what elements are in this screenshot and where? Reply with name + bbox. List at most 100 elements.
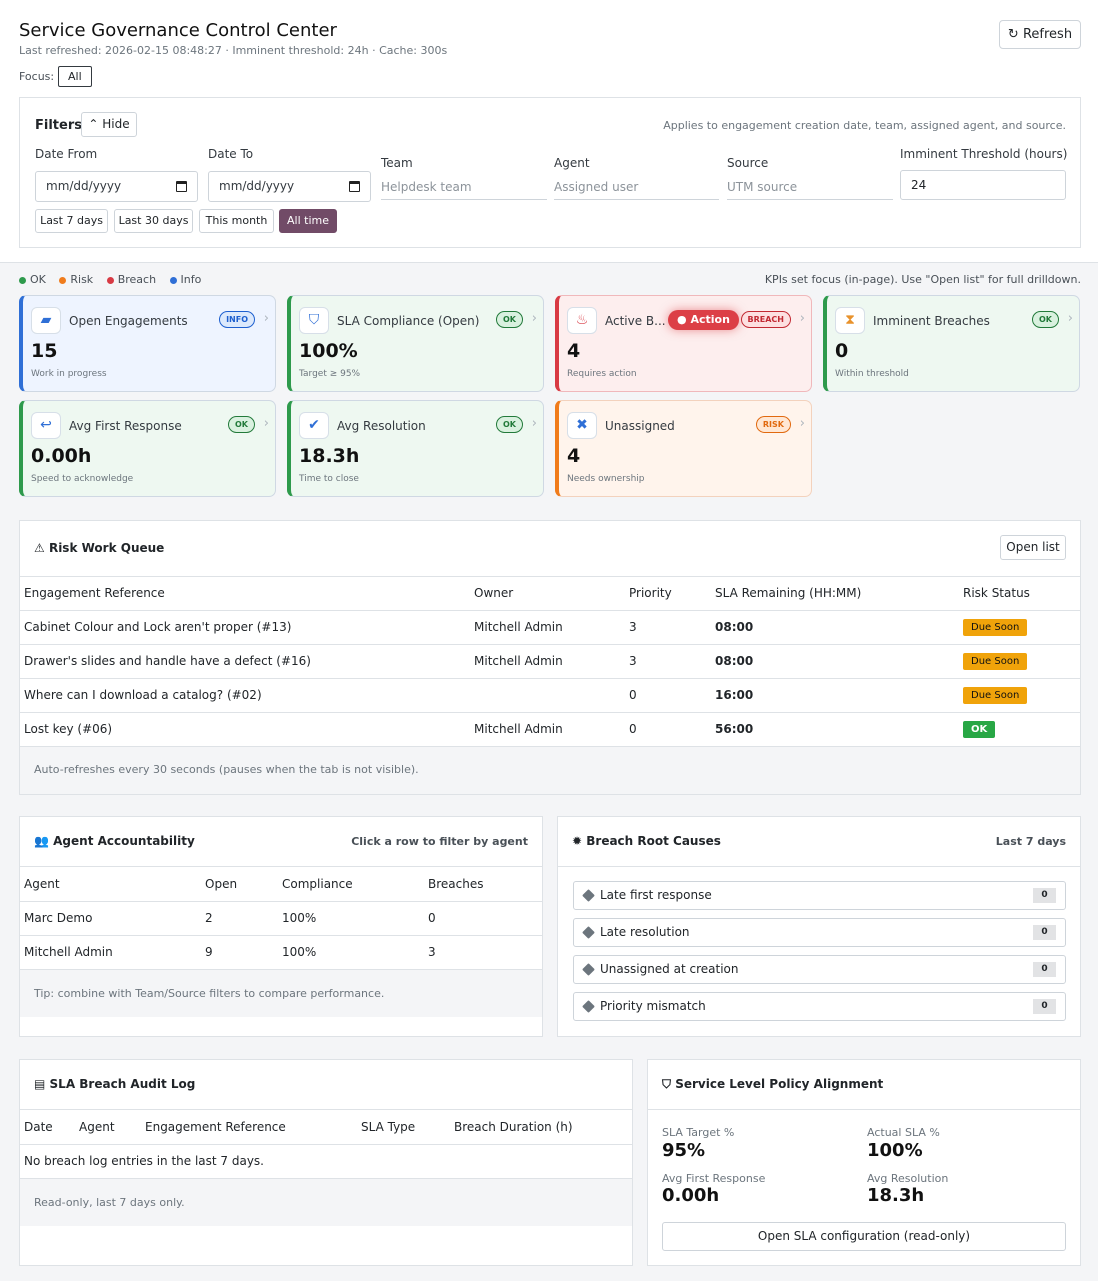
legend-risk: Risk	[70, 273, 94, 286]
chevron-right-icon: ›	[799, 416, 805, 431]
team-input[interactable]: Helpdesk team	[381, 176, 547, 200]
quick-last-7-days[interactable]: Last 7 days	[35, 209, 108, 233]
col-header[interactable]: Date	[20, 1110, 75, 1145]
table-row[interactable]: Lost key (#06) Mitchell Admin 0 56:00 OK	[20, 712, 1080, 747]
focus-all-button[interactable]: All	[58, 66, 92, 87]
panel-header: ▤ SLA Breach Audit Log	[20, 1060, 632, 1110]
info-dot-icon	[169, 276, 177, 284]
table-row[interactable]: Where can I download a catalog? (#02) 0 16…	[20, 678, 1080, 713]
kpi-imminent-breaches[interactable]: ⧗ Imminent Breaches OK › 0 Within thresh…	[823, 295, 1080, 392]
date-to-input[interactable]: mm/dd/yyyy	[208, 171, 371, 202]
sla-remaining: 08:00	[711, 610, 959, 645]
priority: 3	[625, 610, 711, 645]
kpi-avg-first-response[interactable]: ↩ Avg First Response OK › 0.00h Speed to…	[19, 400, 276, 497]
col-header[interactable]: Agent	[20, 867, 201, 902]
folder-open-icon: ▰	[31, 307, 61, 334]
kpi-active-breaches[interactable]: ♨ Active B... ● Action BREACH › 4 Requir…	[555, 295, 812, 392]
action-label: Action	[690, 313, 730, 326]
owner: Mitchell Admin	[470, 610, 625, 645]
audit-table: Date Agent Engagement Reference SLA Type…	[20, 1110, 632, 1179]
quick-this-month[interactable]: This month	[199, 209, 274, 233]
col-header[interactable]: Breaches	[424, 867, 542, 902]
cause-unassigned-at-creation[interactable]: Unassigned at creation 0	[573, 955, 1066, 984]
hourglass-icon: ⧗	[835, 307, 865, 334]
agent-open: 9	[201, 935, 278, 970]
col-header[interactable]: Engagement Reference	[141, 1110, 357, 1145]
quick-last-30-days[interactable]: Last 30 days	[114, 209, 193, 233]
table-row[interactable]: Marc Demo 2 100% 0	[20, 901, 542, 936]
risk-dot-icon	[59, 276, 67, 284]
kpi-sla-compliance[interactable]: ⛉ SLA Compliance (Open) OK › 100% Target…	[287, 295, 544, 392]
col-header[interactable]: Owner	[470, 576, 625, 611]
threshold-input[interactable]: 24	[900, 170, 1066, 200]
panel-title: ▤ SLA Breach Audit Log	[34, 1077, 195, 1091]
agent-accountability-panel: 👥 Agent Accountability Click a row to fi…	[19, 816, 543, 1037]
cause-priority-mismatch[interactable]: Priority mismatch 0	[573, 992, 1066, 1021]
agents-title: Agent Accountability	[53, 834, 195, 848]
kpi-unassigned[interactable]: ✖ Unassigned RISK › 4 Needs ownership	[555, 400, 812, 497]
actual-sla-value: 100%	[867, 1140, 923, 1161]
tag-icon	[582, 963, 595, 976]
agent-input[interactable]: Assigned user	[554, 176, 719, 200]
source-input[interactable]: UTM source	[727, 176, 893, 200]
table-row[interactable]: Drawer's slides and handle have a defect…	[20, 644, 1080, 679]
shield-icon: ⛉	[662, 1077, 672, 1091]
tag-icon	[582, 926, 595, 939]
policy-alignment-panel: ⛉ Service Level Policy Alignment SLA Tar…	[647, 1059, 1081, 1266]
cause-late-resolution[interactable]: Late resolution 0	[573, 918, 1066, 947]
kpi-avg-resolution[interactable]: ✔ Avg Resolution OK › 18.3h Time to clos…	[287, 400, 544, 497]
panel-title: 👥 Agent Accountability	[34, 834, 195, 848]
col-header[interactable]: Compliance	[278, 867, 424, 902]
kpi-subtitle: Work in progress	[31, 369, 107, 379]
status-legend: OK Risk Breach Info	[19, 273, 211, 286]
kpi-subtitle: Requires action	[567, 369, 637, 379]
col-header[interactable]: Agent	[75, 1110, 141, 1145]
source-label: Source	[727, 156, 769, 170]
kpi-subtitle: Target ≥ 95%	[299, 369, 361, 379]
reply-icon: ↩	[31, 412, 61, 439]
col-header[interactable]: Open	[201, 867, 278, 902]
kpi-subtitle: Needs ownership	[567, 474, 645, 484]
ar-label: Avg Resolution	[867, 1172, 949, 1185]
col-header[interactable]: Risk Status	[959, 576, 1080, 611]
agent-name: Mitchell Admin	[20, 935, 201, 970]
panel-title: ✹ Breach Root Causes	[572, 834, 721, 848]
agent-open: 2	[201, 901, 278, 936]
status-badge: OK	[963, 720, 996, 738]
action-badge[interactable]: ● Action	[668, 310, 739, 330]
col-header[interactable]: SLA Type	[357, 1110, 450, 1145]
quick-all-time[interactable]: All time	[279, 209, 337, 233]
kpi-open-engagements[interactable]: ▰ Open Engagements INFO › 15 Work in pro…	[19, 295, 276, 392]
owner: Mitchell Admin	[470, 644, 625, 679]
kpi-subtitle: Within threshold	[835, 369, 909, 379]
table-row[interactable]: Cabinet Colour and Lock aren't proper (#…	[20, 610, 1080, 645]
hide-filters-button[interactable]: ⌃ Hide	[81, 112, 137, 137]
audit-title: SLA Breach Audit Log	[49, 1077, 196, 1091]
refresh-button[interactable]: ↻ Refresh	[999, 20, 1081, 49]
chevron-right-icon: ›	[531, 311, 537, 326]
cause-late-first-response[interactable]: Late first response 0	[573, 881, 1066, 910]
priority: 0	[625, 678, 711, 713]
open-list-button[interactable]: Open list	[1000, 535, 1066, 560]
legend-info: Info	[180, 273, 202, 286]
table-row[interactable]: Mitchell Admin 9 100% 3	[20, 935, 542, 970]
col-header[interactable]: Breach Duration (h)	[450, 1110, 632, 1145]
filters-title: Filters	[35, 118, 82, 133]
status-badge: RISK	[755, 416, 791, 433]
causes-title: Breach Root Causes	[586, 834, 721, 848]
cause-label: Late resolution	[600, 925, 690, 939]
date-from-input[interactable]: mm/dd/yyyy	[35, 171, 198, 202]
kpi-title: Imminent Breaches	[873, 314, 990, 328]
kpi-value: 0	[835, 340, 849, 362]
date-from-label: Date From	[35, 147, 98, 161]
col-header[interactable]: Engagement Reference	[20, 576, 470, 611]
panel-header: ✹ Breach Root Causes Last 7 days	[558, 817, 1080, 867]
col-header[interactable]: Priority	[625, 576, 711, 611]
open-sla-config-button[interactable]: Open SLA configuration (read-only)	[662, 1222, 1066, 1251]
priority: 3	[625, 644, 711, 679]
status-badge: INFO	[219, 311, 255, 328]
priority: 0	[625, 712, 711, 747]
kpi-title: Open Engagements	[69, 314, 188, 328]
col-header[interactable]: SLA Remaining (HH:MM)	[711, 576, 959, 611]
risk-queue-title: Risk Work Queue	[48, 541, 165, 555]
